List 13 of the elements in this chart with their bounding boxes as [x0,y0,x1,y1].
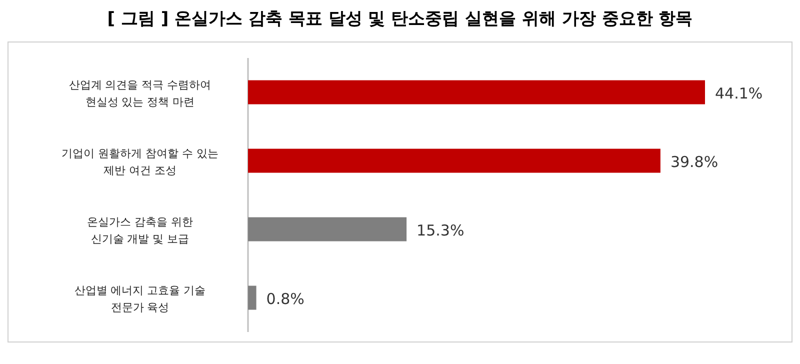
data-label: 39.8% [670,152,718,171]
y-tick-label: 온실가스 감축을 위한 신기술 개발 및 보급 [87,215,193,246]
bar [248,217,407,242]
y-tick-label: 산업별 에너지 고효율 기술 전문가 육성 [74,284,206,314]
y-tick-label: 산업계 의견을 적극 수렴하여 현실성 있는 정책 마련 [68,78,212,108]
chart-title: [ 그림 ] 온실가스 감축 목표 달성 및 탄소중립 실현을 위해 가장 중요한 항목 [107,9,693,29]
data-label: 44.1% [715,84,763,102]
bar [248,286,256,310]
data-label: 0.8% [266,290,304,308]
bar [248,148,660,173]
data-label: 15.3% [416,221,464,240]
bar [248,80,705,104]
y-tick-label: 기업이 원활하게 참여할 수 있는 제반 여건 조성 [62,146,218,177]
